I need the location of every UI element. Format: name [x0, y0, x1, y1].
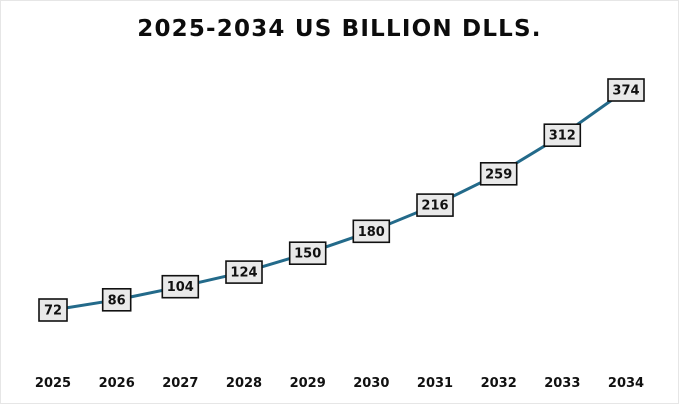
data-label: 150 — [294, 247, 321, 262]
x-tick-label-2026: 2026 — [99, 376, 135, 391]
data-label-box — [607, 78, 645, 102]
data-label: 312 — [549, 129, 576, 144]
data-label-layer: 72 86 104 124 150 180 216 259 312 374 — [38, 78, 645, 322]
data-label-box — [161, 274, 200, 299]
data-point-2029: 150 — [288, 241, 327, 265]
data-point-2026: 86 — [101, 287, 132, 312]
x-tick-label-2034: 2034 — [608, 376, 644, 391]
data-label-box — [225, 260, 263, 284]
data-label: 104 — [167, 280, 194, 295]
data-label: 216 — [421, 199, 448, 214]
data-label: 259 — [485, 167, 512, 182]
data-label: 124 — [230, 266, 257, 281]
data-label: 72 — [44, 304, 62, 319]
data-point-2027: 104 — [161, 274, 200, 299]
series-line-layer — [51, 88, 628, 312]
data-point-2025: 72 — [38, 298, 68, 322]
data-point-2031: 216 — [416, 193, 454, 217]
x-tick-label-2031: 2031 — [417, 376, 453, 391]
data-label-box — [352, 219, 391, 244]
x-tick-label-2029: 2029 — [290, 376, 326, 391]
data-point-2028: 124 — [225, 260, 263, 284]
data-point-2032: 259 — [479, 162, 518, 186]
data-label-box — [101, 287, 132, 312]
x-tick-label-2025: 2025 — [35, 376, 71, 391]
x-tick-label-2027: 2027 — [162, 376, 198, 391]
series-line — [51, 88, 628, 312]
data-label-box — [543, 123, 582, 147]
data-label: 374 — [612, 84, 639, 99]
data-label: 180 — [358, 225, 385, 240]
data-label-box — [38, 298, 68, 322]
x-tick-label-2028: 2028 — [226, 376, 262, 391]
data-point-2033: 312 — [543, 123, 582, 147]
x-tick-label-2030: 2030 — [353, 376, 389, 391]
data-point-2034: 374 — [607, 78, 645, 102]
data-label: 86 — [108, 293, 126, 308]
data-label-box — [416, 193, 454, 217]
x-tick-label-2033: 2033 — [544, 376, 580, 391]
data-point-2030: 180 — [352, 219, 391, 244]
chart-title: 2025-2034 US BILLION DLLS. — [137, 16, 542, 42]
data-label-box — [479, 162, 518, 186]
data-label-box — [288, 241, 327, 265]
x-tick-label-2032: 2032 — [481, 376, 517, 391]
x-axis-ticks: 2025 2026 2027 2028 2029 2030 2031 2032 2033 2034 — [35, 376, 644, 391]
